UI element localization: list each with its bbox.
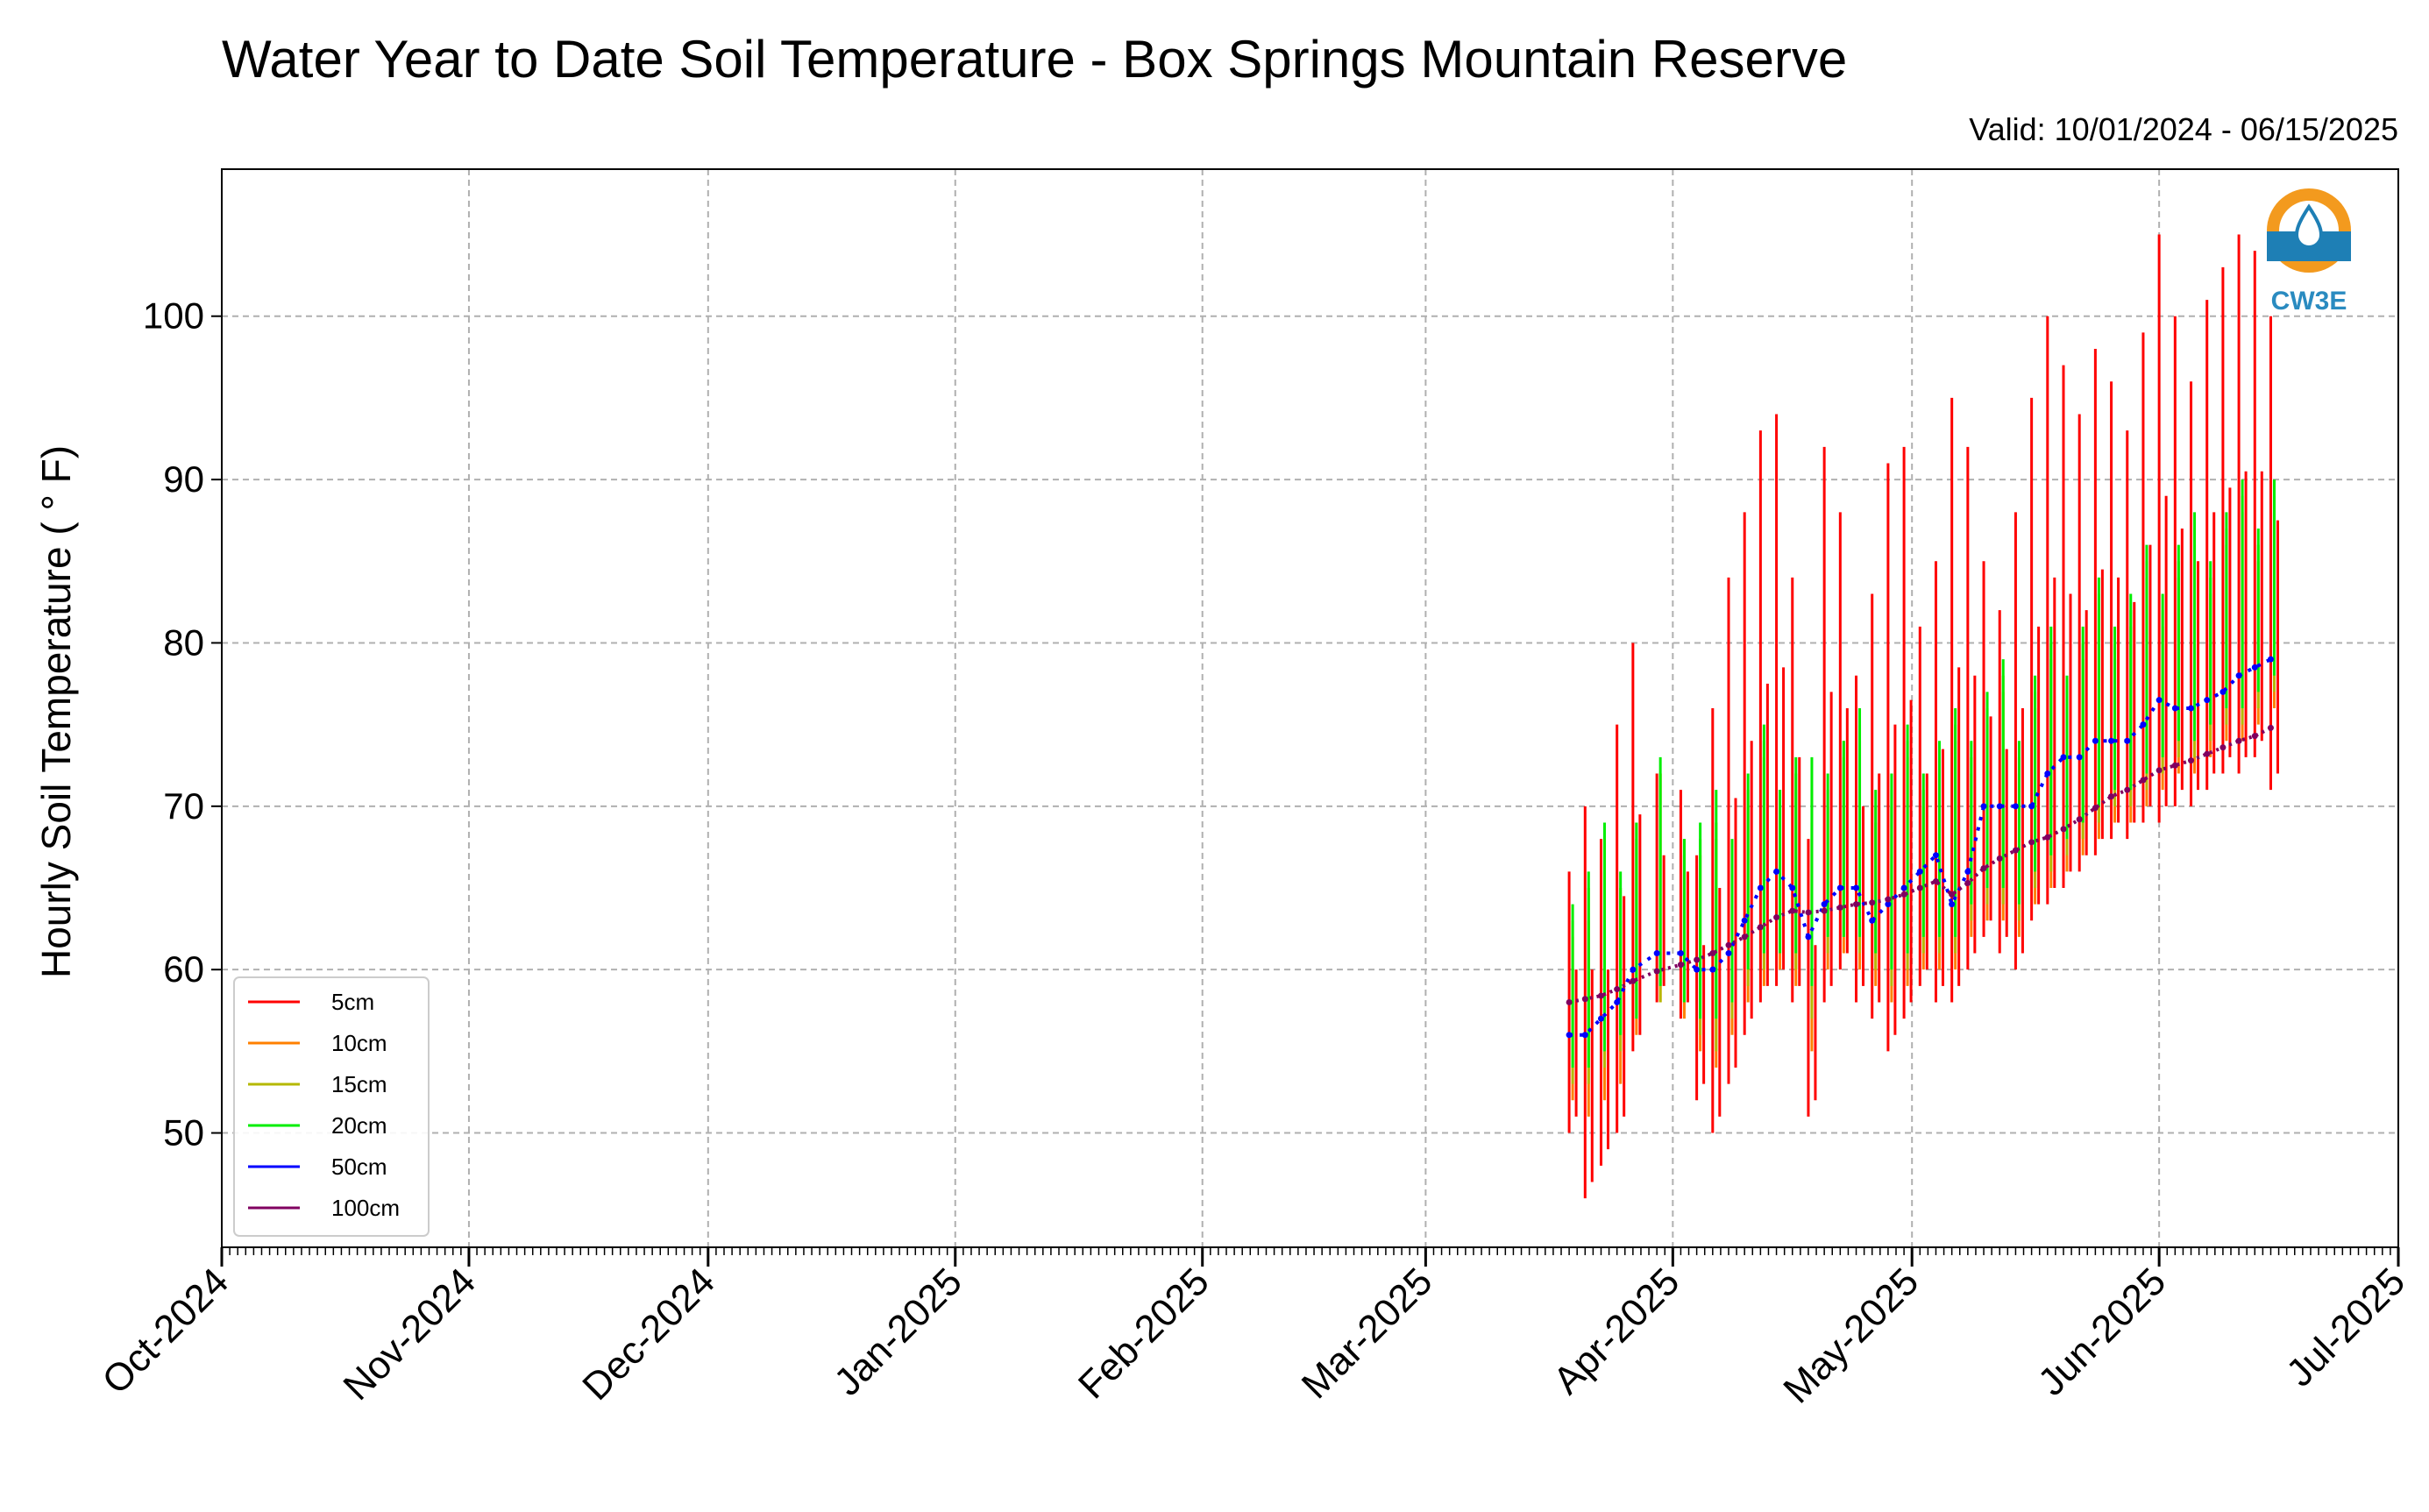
data-point-50cm bbox=[1949, 901, 1956, 908]
y-tick-label: 80 bbox=[163, 621, 204, 663]
chart-title: Water Year to Date Soil Temperature - Bo… bbox=[222, 30, 1847, 89]
series-50cm bbox=[1566, 656, 2274, 1039]
data-point-50cm bbox=[2060, 754, 2067, 761]
legend-label-100cm: 100cm bbox=[331, 1195, 400, 1221]
data-point-50cm bbox=[1741, 917, 1748, 924]
legend-label-20cm: 20cm bbox=[331, 1112, 387, 1139]
y-tick-label: 90 bbox=[163, 458, 204, 500]
legend-label-50cm: 50cm bbox=[331, 1154, 387, 1180]
series-20cm bbox=[1571, 479, 2276, 1068]
legend: 5cm 10cm 15cm 20cm 50cm 100cm bbox=[233, 976, 430, 1237]
legend-label-10cm: 10cm bbox=[331, 1030, 387, 1056]
x-axis: Oct-2024 Nov-2024 Dec-2024 Jan-2025 Feb-2025… bbox=[94, 1247, 2413, 1411]
data-point-100cm bbox=[2140, 777, 2147, 784]
x-tick-label: Mar-2025 bbox=[1294, 1260, 1441, 1407]
logo-text: CW3E bbox=[2271, 287, 2347, 316]
x-tick-label: May-2025 bbox=[1775, 1260, 1927, 1411]
y-axis: 50 60 70 80 90 100 bbox=[143, 295, 222, 1154]
logo-drop-icon bbox=[2294, 203, 2324, 249]
data-point-50cm bbox=[1581, 1032, 1588, 1039]
legend-label-5cm: 5cm bbox=[331, 989, 374, 1015]
y-tick-label: 60 bbox=[163, 948, 204, 990]
plot-frame bbox=[221, 168, 2399, 1248]
x-tick-label: Oct-2024 bbox=[94, 1260, 237, 1402]
grid bbox=[221, 169, 2399, 1247]
cw3e-logo: CW3E bbox=[2267, 188, 2351, 316]
x-minor-ticks bbox=[221, 1247, 2399, 1255]
data-point-100cm bbox=[1597, 992, 1604, 999]
series-100cm bbox=[1566, 724, 2274, 1005]
data-point-50cm bbox=[1597, 1015, 1604, 1022]
x-tick-label: Nov-2024 bbox=[335, 1260, 484, 1409]
x-tick-label: Feb-2025 bbox=[1070, 1260, 1218, 1407]
x-tick-label: Jun-2025 bbox=[2030, 1260, 2174, 1403]
data-point-50cm bbox=[1853, 884, 1860, 891]
x-tick-label: Jul-2025 bbox=[2278, 1260, 2413, 1395]
y-axis-label: Hourly Soil Temperature ( ° F) bbox=[33, 445, 79, 978]
series-5cm bbox=[1567, 234, 2279, 1199]
y-tick-label: 70 bbox=[163, 785, 204, 827]
chart-subtitle: Valid: 10/01/2024 - 06/15/2025 bbox=[1969, 111, 2398, 147]
y-tick-label: 100 bbox=[143, 295, 204, 337]
data-point-50cm bbox=[2108, 737, 2115, 744]
legend-label-15cm: 15cm bbox=[331, 1071, 387, 1097]
plot-area bbox=[1566, 234, 2279, 1199]
x-tick-label: Apr-2025 bbox=[1545, 1260, 1688, 1402]
data-point-50cm bbox=[1932, 852, 1939, 859]
x-tick-label: Dec-2024 bbox=[574, 1260, 723, 1409]
y-tick-label: 50 bbox=[163, 1112, 204, 1154]
x-tick-label: Jan-2025 bbox=[826, 1260, 969, 1403]
data-point-50cm bbox=[2251, 664, 2258, 671]
